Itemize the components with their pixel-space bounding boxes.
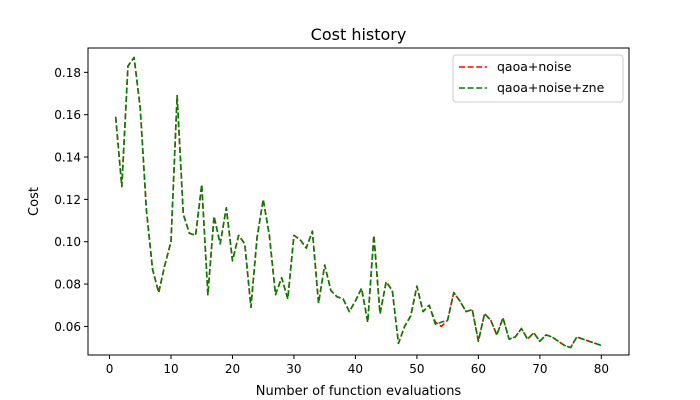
- y-axis-title: Cost: [27, 187, 42, 216]
- chart-title: Cost history: [311, 25, 407, 44]
- plot-frame: [87, 47, 630, 356]
- legend-box: [452, 54, 624, 103]
- x-tick-label: 40: [348, 362, 363, 376]
- x-axis: 0 10 20 30 40 50 60 70 80: [106, 355, 609, 376]
- y-tick-label: 0.16: [54, 108, 81, 122]
- y-axis: 0.06 0.08 0.10 0.12 0.14 0.16 0.18: [54, 66, 88, 334]
- y-tick-label: 0.12: [54, 193, 81, 207]
- x-tick-label: 0: [106, 362, 114, 376]
- x-tick-label: 10: [163, 362, 178, 376]
- x-axis-title: Number of function evaluations: [256, 384, 462, 399]
- y-tick-label: 0.06: [54, 320, 81, 334]
- x-tick-label: 50: [409, 362, 424, 376]
- y-tick-label: 0.10: [54, 235, 81, 249]
- x-tick-label: 70: [532, 362, 547, 376]
- plot-lines: [114, 56, 602, 349]
- legend-label-qaoa-noise: qaoa+noise: [497, 59, 572, 74]
- legend: qaoa+noise qaoa+noise+zne: [452, 54, 624, 103]
- legend-label-qaoa-noise-zne: qaoa+noise+zne: [497, 80, 605, 95]
- x-tick-label: 30: [286, 362, 301, 376]
- x-tick-label: 80: [594, 362, 609, 376]
- x-tick-label: 20: [225, 362, 240, 376]
- y-tick-label: 0.14: [54, 151, 81, 165]
- y-tick-label: 0.18: [54, 66, 81, 80]
- series-line-qaoa-noise-zne: [114, 56, 602, 349]
- y-tick-label: 0.08: [54, 278, 81, 292]
- x-tick-label: 60: [471, 362, 486, 376]
